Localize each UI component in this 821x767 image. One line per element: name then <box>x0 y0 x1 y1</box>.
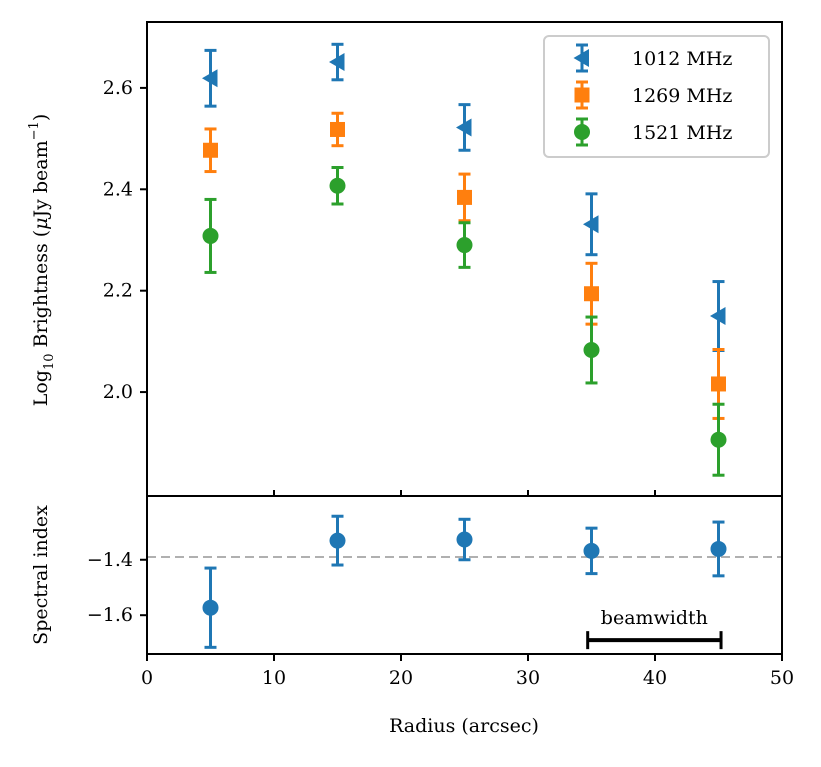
data-point <box>330 121 345 137</box>
ylabel-superscript: −1 <box>27 121 42 140</box>
series-1269-mhz <box>203 111 726 420</box>
data-point <box>202 599 219 616</box>
bottom-plot-frame <box>146 495 783 655</box>
data-point <box>202 69 218 88</box>
ylabel-log: Log <box>30 370 52 406</box>
ylabel-unit: Jy beam <box>30 140 52 219</box>
data-point <box>456 237 473 254</box>
data-point <box>583 215 599 234</box>
data-point <box>457 189 472 205</box>
legend-marker <box>573 49 589 67</box>
y-tick-label: 2.0 <box>103 381 133 403</box>
data-point <box>202 227 219 244</box>
series-spectral-index <box>202 514 727 649</box>
y-tick-label: −1.4 <box>87 549 133 571</box>
legend-label: 1012 MHz <box>632 48 732 70</box>
x-tick-label: 10 <box>262 667 286 689</box>
top-panel: 2.0 2.2 2.4 2.6 1012 MHz 1269 MHz 1521 MHz Lo… <box>27 21 783 497</box>
data-point <box>710 540 727 557</box>
data-point <box>583 542 600 559</box>
data-point <box>456 118 472 137</box>
legend-entry: 1269 MHz <box>574 80 732 110</box>
data-point <box>710 307 726 326</box>
legend-marker <box>574 124 590 140</box>
x-tick-label: 20 <box>389 667 413 689</box>
y-tick-label: 2.6 <box>103 77 133 99</box>
data-point <box>329 532 346 549</box>
ylabel-mu: μ <box>30 217 52 229</box>
series-1521-mhz <box>202 165 727 477</box>
ylabel-close: ) <box>30 114 52 121</box>
y-tick-label: −1.6 <box>87 604 133 626</box>
ylabel-main: Brightness ( <box>30 230 52 354</box>
x-axis-title: Radius (arcsec) <box>389 715 539 737</box>
data-point <box>584 286 599 302</box>
data-point <box>456 531 473 548</box>
x-tick-label: 0 <box>141 667 153 689</box>
legend-entry: 1012 MHz <box>573 43 732 73</box>
y-tick-label: 2.4 <box>103 178 133 200</box>
y-tick-label: 2.2 <box>103 280 133 302</box>
x-tick-label: 50 <box>770 667 794 689</box>
legend-frame <box>543 35 770 158</box>
data-point <box>329 177 346 194</box>
bottom-panel: −1.6 −1.4 0 10 20 30 40 50 beamwidth Spectral i… <box>30 495 794 737</box>
series-1012-mhz <box>202 42 726 353</box>
bottom-y-axis-title: Spectral index <box>30 505 52 645</box>
legend: 1012 MHz 1269 MHz 1521 MHz <box>543 35 770 158</box>
legend-label: 1521 MHz <box>632 122 732 144</box>
x-tick-label: 40 <box>643 667 667 689</box>
data-point <box>203 142 218 158</box>
data-point <box>711 376 726 392</box>
top-y-axis-title: Log10 Brightness (μJy beam−1) <box>27 114 57 407</box>
legend-marker <box>574 87 590 103</box>
x-tick-label: 30 <box>516 667 540 689</box>
data-point <box>710 431 727 448</box>
data-point <box>583 341 600 358</box>
legend-label: 1269 MHz <box>632 85 732 107</box>
data-point <box>329 53 345 72</box>
beamwidth-label: beamwidth <box>601 607 708 629</box>
ylabel-subscript: 10 <box>42 353 57 370</box>
beamwidth-annotation: beamwidth <box>586 607 723 650</box>
legend-entry: 1521 MHz <box>574 117 732 147</box>
